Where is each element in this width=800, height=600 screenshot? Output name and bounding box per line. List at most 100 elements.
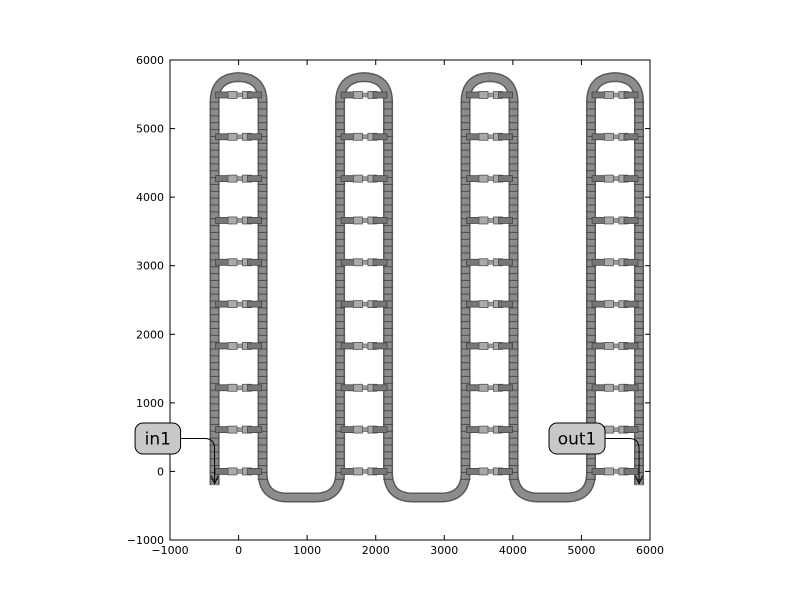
pad-left <box>215 384 230 392</box>
pad-node <box>604 467 614 476</box>
pad-right <box>623 258 639 266</box>
pad-left <box>466 91 481 99</box>
pad-right <box>247 133 262 141</box>
pad-node <box>353 258 363 267</box>
axis-ticks: −1000 0 1000 2000 3000 4000 5000 6000 −1000 0 1000… <box>127 54 664 557</box>
pad-left <box>466 175 481 183</box>
pad-right <box>623 91 639 99</box>
pad-left <box>466 258 481 266</box>
pad-node <box>227 91 238 99</box>
pad-node <box>604 342 614 350</box>
pad-node <box>353 383 363 392</box>
x-tick-label: 0 <box>235 544 242 557</box>
pad-left <box>591 175 607 183</box>
pad-left <box>215 342 230 350</box>
pad-left <box>591 342 607 350</box>
port-label-box <box>548 422 606 455</box>
pad-left <box>340 300 356 308</box>
x-tick-label: 3000 <box>430 544 458 557</box>
port-callouts: in1 out1 <box>134 422 643 486</box>
pad-left <box>591 468 607 475</box>
pad-node <box>604 300 614 309</box>
pad-node <box>604 91 614 99</box>
pad-node <box>478 383 489 392</box>
port-arrowhead <box>210 475 219 486</box>
pad-right <box>623 426 639 434</box>
port-label: out1 <box>558 430 597 450</box>
y-tick-label: 6000 <box>136 54 164 67</box>
x-tick-label: 6000 <box>636 544 664 557</box>
pad-left <box>466 342 481 350</box>
pad-node <box>604 258 614 267</box>
pad-right <box>372 384 388 392</box>
pad-left <box>340 384 356 392</box>
pad-left <box>215 258 230 266</box>
port-label: in1 <box>145 430 171 450</box>
pad-left <box>340 133 356 141</box>
pad-right <box>247 91 262 99</box>
pad-node <box>227 300 238 309</box>
port-label-box <box>134 422 182 455</box>
pad-right <box>623 384 639 392</box>
pad-left <box>591 300 607 308</box>
pad-right <box>247 426 262 434</box>
pad-left <box>591 91 607 99</box>
pad-right <box>623 133 639 141</box>
axes-frame <box>169 59 651 541</box>
pad-node <box>478 300 489 309</box>
pad-node <box>604 132 614 141</box>
x-tick-label: 4000 <box>499 544 527 557</box>
pad-right <box>247 175 262 183</box>
pad-right <box>623 300 639 308</box>
pad-right <box>247 258 262 266</box>
pad-right <box>623 175 639 183</box>
port-leader-line <box>605 438 640 482</box>
plot-area <box>209 72 645 503</box>
pad-left <box>591 133 607 141</box>
pad-left <box>215 91 230 99</box>
pad-right <box>372 426 388 434</box>
pad-right <box>247 300 262 308</box>
pad-node <box>478 91 489 99</box>
pad-right <box>498 133 513 141</box>
pad-node <box>353 425 363 434</box>
x-tick-label: 1000 <box>293 544 321 557</box>
pad-right <box>372 217 388 224</box>
pad-node <box>227 383 238 392</box>
pad-node <box>604 216 614 225</box>
y-tick-label: 1000 <box>136 397 164 410</box>
pad-left <box>591 258 607 266</box>
pad-left <box>466 300 481 308</box>
pad-right <box>372 175 388 183</box>
pad-right <box>498 426 513 434</box>
pad-right <box>498 91 513 99</box>
pad-node <box>227 258 238 267</box>
pad-left <box>340 91 356 99</box>
pad-right <box>623 342 639 350</box>
pad-node <box>478 342 489 350</box>
pad-right <box>623 217 639 224</box>
pad-left <box>340 217 356 224</box>
pad-left <box>591 217 607 224</box>
pad-right <box>247 217 262 224</box>
pad-right <box>372 91 388 99</box>
pad-left <box>215 217 230 224</box>
y-tick-label: 2000 <box>136 328 164 341</box>
port-arrowhead <box>635 475 643 486</box>
pad-left <box>466 426 481 434</box>
y-tick-label: 5000 <box>136 123 164 136</box>
pad-node <box>478 425 489 434</box>
pad-right <box>498 384 513 392</box>
y-tick-label: 4000 <box>136 191 164 204</box>
pad-right <box>498 217 513 224</box>
pad-node <box>478 174 489 183</box>
pad-left <box>215 133 230 141</box>
pad-node <box>353 132 363 141</box>
pad-node <box>227 467 238 476</box>
pad-right <box>372 258 388 266</box>
pad-left <box>466 468 481 475</box>
pad-left <box>340 426 356 434</box>
waveguide-path <box>211 73 643 501</box>
pad-left <box>340 175 356 183</box>
pad-left <box>591 384 607 392</box>
